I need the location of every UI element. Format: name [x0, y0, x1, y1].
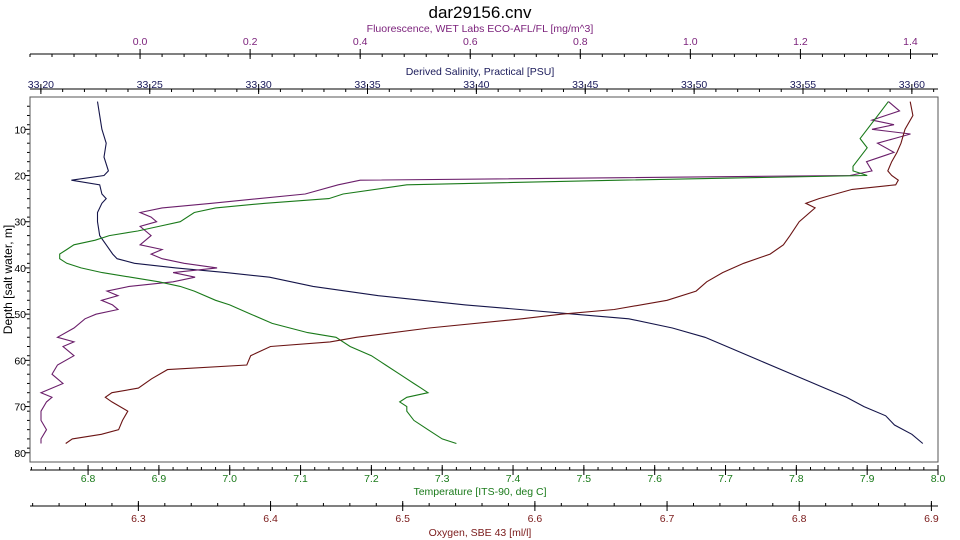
x-tick-label-sal: 33.55: [790, 79, 816, 91]
series-line-fluor: [39, 101, 911, 444]
x-tick-label-oxy: 6.8: [792, 513, 807, 525]
x-tick-label-temp: 7.1: [293, 473, 308, 485]
x-tick-label-fluor: 0.6: [463, 36, 478, 48]
x-tick-label-temp: 7.0: [222, 473, 237, 485]
plot-area-frame: [29, 96, 939, 463]
x-tick-label-temp: 7.6: [647, 473, 662, 485]
x-tick-label-sal: 33.40: [463, 79, 489, 91]
x-tick-label-fluor: 0.2: [243, 36, 258, 48]
series-line-sal: [71, 101, 924, 444]
x-tick-label-sal: 33.60: [899, 79, 925, 91]
x-tick-label-oxy: 6.7: [660, 513, 675, 525]
x-axis-title-fluor: Fluorescence, WET Labs ECO-AFL/FL [mg/m^…: [367, 23, 594, 35]
x-tick-label-oxy: 6.3: [131, 513, 146, 525]
x-tick-label-temp: 7.8: [789, 473, 804, 485]
x-tick-label-fluor: 0.4: [353, 36, 368, 48]
x-tick-label-fluor: 1.4: [903, 36, 918, 48]
x-tick-label-oxy: 6.5: [395, 513, 410, 525]
x-tick-label-sal: 33.30: [245, 79, 271, 91]
x-tick-label-fluor: 1.2: [793, 36, 808, 48]
x-tick-label-oxy: 6.4: [263, 513, 278, 525]
x-tick-label-fluor: 1.0: [683, 36, 698, 48]
x-tick-label-fluor: 0.0: [133, 36, 148, 48]
axes-layer: 0.0 0.2 0.4 0.6 0.8 1.0 1.2 1.4 Fluorescence, WE…: [1, 23, 945, 539]
x-tick-label-temp: 7.9: [860, 473, 875, 485]
x-tick-label-sal: 33.35: [354, 79, 380, 91]
x-tick-label-oxy: 6.9: [924, 513, 939, 525]
y-tick-label: 30: [14, 217, 26, 229]
x-tick-label-fluor: 0.8: [573, 36, 588, 48]
y-tick-label: 20: [14, 171, 26, 183]
x-tick-label-sal: 33.20: [28, 79, 54, 91]
x-tick-label-temp: 7.3: [435, 473, 450, 485]
series-line-oxy: [65, 101, 914, 444]
x-tick-label-oxy: 6.6: [528, 513, 543, 525]
x-tick-label-temp: 6.8: [81, 473, 96, 485]
series-layer: [39, 101, 924, 445]
x-tick-label-sal: 33.50: [681, 79, 707, 91]
x-axis-title-temp: Temperature [ITS-90, deg C]: [413, 486, 546, 498]
x-tick-label-temp: 7.4: [506, 473, 521, 485]
y-tick-label: 50: [14, 309, 26, 321]
x-tick-label-sal: 33.25: [137, 79, 163, 91]
y-tick-label: 80: [14, 448, 26, 460]
x-axis-title-sal: Derived Salinity, Practical [PSU]: [406, 66, 555, 78]
y-tick-label: 10: [14, 124, 26, 136]
x-tick-label-sal: 33.45: [572, 79, 598, 91]
x-tick-label-temp: 6.9: [152, 473, 167, 485]
chart-title: dar29156.cnv: [428, 3, 532, 22]
y-tick-label: 70: [14, 402, 26, 414]
series-line-temp: [59, 101, 889, 445]
x-tick-label-temp: 7.7: [718, 473, 733, 485]
x-tick-label-temp: 8.0: [931, 473, 946, 485]
x-axis-title-oxy: Oxygen, SBE 43 [ml/l]: [429, 527, 532, 539]
x-tick-label-temp: 7.2: [364, 473, 379, 485]
y-axis-title: Depth [salt water, m]: [1, 225, 15, 334]
y-tick-label: 40: [14, 263, 26, 275]
y-tick-label: 60: [14, 355, 26, 367]
x-tick-label-temp: 7.5: [577, 473, 592, 485]
